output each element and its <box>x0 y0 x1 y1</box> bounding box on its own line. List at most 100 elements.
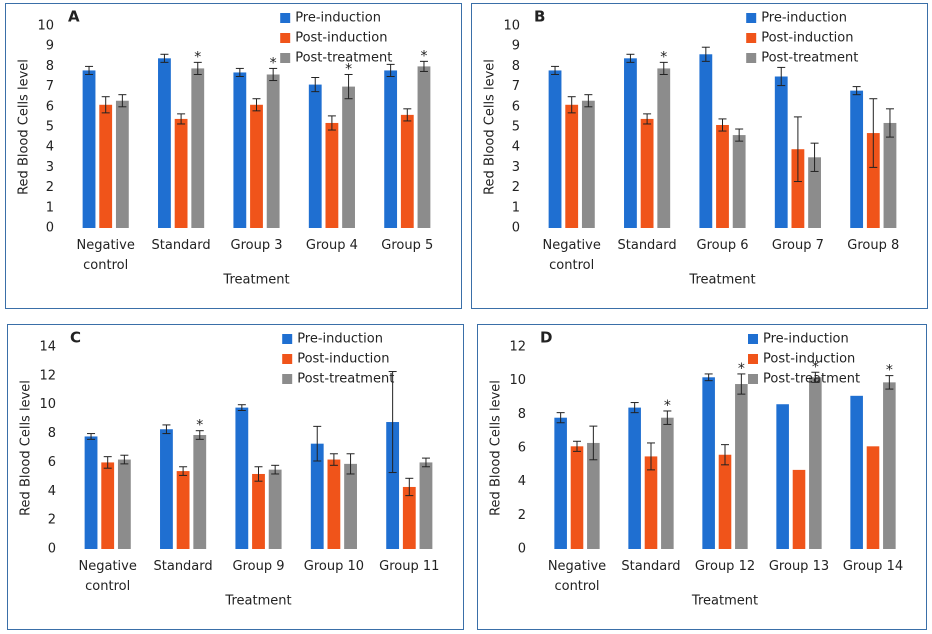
legend-label: Pre-induction <box>763 332 849 347</box>
significance-label: * <box>420 48 427 64</box>
legend-swatch <box>280 53 291 63</box>
x-tick-label-box: Negative control <box>543 238 601 273</box>
bar <box>308 84 322 228</box>
legend-label: Pre-induction <box>297 332 383 347</box>
bar <box>268 469 282 549</box>
y-tick-label: 3 <box>512 160 520 175</box>
error-bar <box>388 371 397 474</box>
bar <box>233 72 247 229</box>
significance-label: * <box>660 49 667 65</box>
error-bar <box>551 65 560 75</box>
x-tick-label: Standard <box>617 238 677 253</box>
x-tick-label-box: Group 10 <box>304 559 364 574</box>
y-axis-title: Red Blood Cells level <box>489 380 504 516</box>
y-tick-label: 6 <box>48 455 56 470</box>
error-bar <box>386 63 395 77</box>
error-bar <box>118 94 127 108</box>
x-tick-label-box: Group 14 <box>842 559 904 574</box>
y-tick-label: 9 <box>512 39 520 54</box>
error-bar <box>885 108 894 138</box>
legend-label: Post-induction <box>297 352 389 367</box>
chart: D Red Blood Cells level Treatment 0 2 4 6 8 10 12… <box>489 329 904 609</box>
legend-swatch <box>746 13 757 23</box>
panel-label: A <box>68 8 80 26</box>
panel: D Red Blood Cells level Treatment 0 2 4 6 8 10 12… <box>477 324 927 630</box>
panel: C Red Blood Cells level Treatment 0 2 4 6 8 10 12… <box>7 324 464 630</box>
error-bar <box>793 116 802 183</box>
error-bar <box>721 444 729 466</box>
error-bar <box>311 77 320 93</box>
y-tick-label: 2 <box>46 180 54 195</box>
x-tick-label-box: Negative control <box>78 559 137 594</box>
x-tick-label: Group 9 <box>232 559 285 574</box>
y-tick-label: 2 <box>518 508 526 523</box>
y-tick-label: 5 <box>46 120 54 135</box>
x-tick-label-box: Group 11 <box>379 559 439 574</box>
x-tick-label-box: Standard <box>154 559 213 574</box>
x-axis-title: Treatment <box>691 594 758 609</box>
significance-label: * <box>196 418 203 434</box>
bar <box>850 90 864 228</box>
bar <box>661 417 674 549</box>
bar <box>883 382 896 549</box>
significance-label: * <box>664 398 671 414</box>
y-tick-label: 10 <box>509 373 526 388</box>
error-bar <box>160 53 169 63</box>
error-bar <box>647 442 655 471</box>
chart: B Red Blood Cells level Treatment 0 1 2 3 4 5 6 7 8… <box>483 8 900 288</box>
x-tick-label-box: Standard <box>621 559 680 574</box>
error-bar <box>811 371 820 383</box>
bar <box>718 454 732 549</box>
bar <box>548 70 562 228</box>
bar <box>193 435 207 549</box>
legend-label: Post-treatment <box>763 372 860 387</box>
bar <box>640 118 654 228</box>
error-bar <box>85 65 94 75</box>
error-bar <box>101 96 110 114</box>
bar <box>310 443 324 549</box>
bar <box>866 133 880 228</box>
bar <box>554 417 567 549</box>
legend-swatch <box>282 354 293 364</box>
x-tick-label-box: Group 3 <box>230 238 283 253</box>
bar <box>325 122 339 228</box>
bar <box>628 407 641 549</box>
y-axis-title: Red Blood Cells level <box>483 59 498 195</box>
error-bar <box>419 60 428 72</box>
x-tick-label: Group 5 <box>381 238 434 253</box>
legend-swatch <box>280 33 291 43</box>
bar <box>266 74 280 228</box>
significance-label: * <box>270 55 277 71</box>
error-bar <box>869 98 878 168</box>
x-tick-label: Group 14 <box>842 559 904 574</box>
bar <box>732 135 746 228</box>
y-tick-label: 8 <box>46 59 54 74</box>
error-bar <box>87 433 96 440</box>
y-tick-label: 4 <box>518 474 526 489</box>
bar <box>158 58 171 228</box>
bar <box>699 54 713 228</box>
bar <box>191 68 205 228</box>
x-tick-label: Negative control <box>78 559 137 594</box>
legend-swatch <box>282 374 293 384</box>
bar <box>400 114 414 228</box>
x-tick-label-box: Negative control <box>77 238 135 273</box>
legend-swatch <box>746 33 757 43</box>
x-tick-label-box: Negative control <box>548 559 606 594</box>
significance-label: * <box>345 61 352 77</box>
y-axis-title: Red Blood Cells level <box>19 380 34 516</box>
x-tick-label-box: Group 4 <box>306 238 358 253</box>
y-tick-label: 10 <box>39 397 56 412</box>
error-bar <box>589 425 598 461</box>
error-bar <box>567 96 576 114</box>
bar <box>581 100 595 228</box>
y-tick-label: 12 <box>39 368 56 383</box>
error-bar <box>573 440 581 452</box>
significance-label: * <box>812 359 819 375</box>
panel: B Red Blood Cells level Treatment 0 1 2 3 4 5 6 7 8… <box>471 3 928 309</box>
y-tick-label: 9 <box>46 39 54 54</box>
x-tick-label: Group 3 <box>230 238 283 253</box>
error-bar <box>405 477 414 497</box>
bar <box>657 68 671 228</box>
legend-label: Post-induction <box>295 31 387 46</box>
